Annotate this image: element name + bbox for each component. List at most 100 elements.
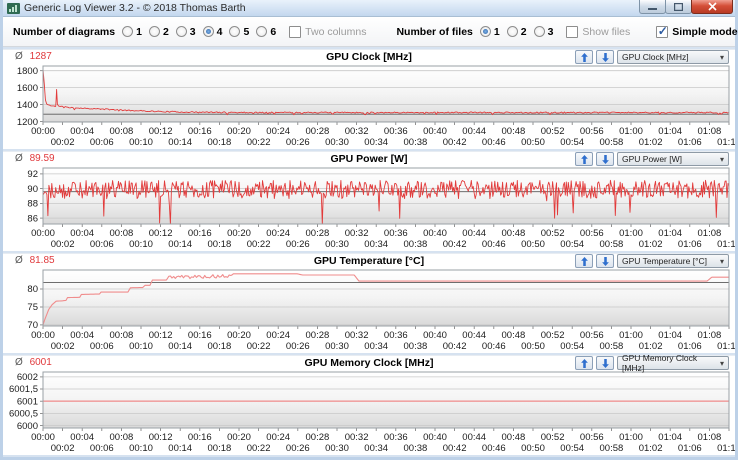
svg-text:00:24: 00:24 xyxy=(266,126,290,137)
minimize-button[interactable] xyxy=(639,0,666,14)
diagrams-radio-4[interactable]: 4 xyxy=(202,26,222,38)
svg-text:1600: 1600 xyxy=(17,83,38,94)
average-symbol: Ø xyxy=(15,255,23,266)
svg-text:00:00: 00:00 xyxy=(31,228,55,239)
move-down-button[interactable] xyxy=(596,356,614,370)
move-up-button[interactable] xyxy=(575,50,593,64)
average-value: 1287 xyxy=(29,51,52,62)
move-down-button[interactable] xyxy=(596,254,614,268)
arrow-down-icon xyxy=(601,154,609,164)
arrow-up-icon xyxy=(580,154,588,164)
files-radio-3[interactable]: 3 xyxy=(533,26,553,38)
diagrams-radio-3[interactable]: 3 xyxy=(175,26,196,38)
svg-text:00:54: 00:54 xyxy=(560,239,584,250)
svg-text:00:04: 00:04 xyxy=(70,228,94,239)
svg-text:00:16: 00:16 xyxy=(188,330,212,341)
svg-text:00:12: 00:12 xyxy=(149,228,173,239)
chart-header: Ø 1287 GPU Clock [MHz] GPU Clock [MHz] ▾ xyxy=(3,50,735,65)
svg-text:00:20: 00:20 xyxy=(227,228,251,239)
svg-text:00:48: 00:48 xyxy=(502,126,526,137)
diagrams-radio-2[interactable]: 2 xyxy=(148,26,169,38)
chart-panel-gpu-temperature: Ø 81.85 GPU Temperature [°C] GPU Tempera… xyxy=(3,253,735,353)
chart-plot-area[interactable]: 60006000,560016001,5600200:0000:0200:040… xyxy=(3,371,735,455)
chart-controls: GPU Clock [MHz] ▾ xyxy=(575,50,729,64)
maximize-button[interactable] xyxy=(665,0,692,14)
arrow-down-icon xyxy=(601,52,609,62)
svg-text:00:46: 00:46 xyxy=(482,341,506,352)
svg-text:00:56: 00:56 xyxy=(580,126,604,137)
chart-plot-area[interactable]: 1200 1400 1600 1800 00:0000:0200:0400:0600:0… xyxy=(3,65,735,149)
diagrams-label: Number of diagrams xyxy=(13,25,116,38)
svg-text:00:58: 00:58 xyxy=(600,341,624,352)
svg-text:00:38: 00:38 xyxy=(404,341,428,352)
radio-icon xyxy=(533,26,545,37)
svg-text:00:42: 00:42 xyxy=(443,341,467,352)
svg-text:00:04: 00:04 xyxy=(70,432,94,443)
svg-text:00:16: 00:16 xyxy=(188,126,212,137)
svg-text:01:04: 01:04 xyxy=(658,126,682,137)
metric-dropdown-value: GPU Clock [MHz] xyxy=(622,52,689,62)
svg-text:00:52: 00:52 xyxy=(541,228,565,239)
chart-panel-gpu-memory-clock: Ø 6001 GPU Memory Clock [MHz] GPU Memory… xyxy=(3,353,735,455)
svg-text:01:04: 01:04 xyxy=(658,228,682,239)
close-button[interactable] xyxy=(691,0,733,14)
metric-dropdown[interactable]: GPU Clock [MHz] ▾ xyxy=(617,50,729,64)
svg-text:01:10: 01:10 xyxy=(717,443,735,454)
svg-text:00:34: 00:34 xyxy=(364,443,388,454)
simple-mode-checkbox[interactable]: Simple mode xyxy=(656,24,738,38)
svg-text:00:58: 00:58 xyxy=(600,239,624,250)
move-up-button[interactable] xyxy=(575,152,593,166)
show-files-checkbox[interactable]: Show files xyxy=(566,25,630,38)
svg-text:00:06: 00:06 xyxy=(90,137,114,148)
svg-text:00:26: 00:26 xyxy=(286,239,310,250)
svg-text:00:12: 00:12 xyxy=(149,330,173,341)
radio-icon xyxy=(122,26,134,37)
svg-text:00:38: 00:38 xyxy=(404,443,428,454)
svg-text:00:28: 00:28 xyxy=(306,330,330,341)
average-readout: Ø 81.85 xyxy=(15,255,55,266)
svg-text:00:22: 00:22 xyxy=(247,341,271,352)
diagrams-radio-1[interactable]: 1 xyxy=(122,26,142,38)
svg-text:00:38: 00:38 xyxy=(404,137,428,148)
svg-text:00:56: 00:56 xyxy=(580,228,604,239)
svg-text:00:24: 00:24 xyxy=(266,228,290,239)
chart-controls: GPU Power [W] ▾ xyxy=(575,152,729,166)
diagrams-radio-5[interactable]: 5 xyxy=(229,26,249,38)
svg-text:00:16: 00:16 xyxy=(188,228,212,239)
files-radio-1[interactable]: 1 xyxy=(479,26,500,38)
svg-text:00:50: 00:50 xyxy=(521,137,545,148)
svg-text:01:00: 01:00 xyxy=(619,228,643,239)
move-down-button[interactable] xyxy=(596,50,614,64)
metric-dropdown[interactable]: GPU Memory Clock [MHz] ▾ xyxy=(617,353,729,373)
chart-panel-gpu-power: Ø 89.59 GPU Power [W] GPU Power [W] ▾ 86… xyxy=(3,151,735,251)
svg-text:6002: 6002 xyxy=(17,372,38,383)
svg-text:1400: 1400 xyxy=(17,100,38,111)
chart-plot-area[interactable]: 70758000:0000:0200:0400:0600:0800:1000:1… xyxy=(3,269,735,353)
move-down-button[interactable] xyxy=(596,152,614,166)
svg-text:00:32: 00:32 xyxy=(345,330,369,341)
arrow-down-icon xyxy=(601,358,609,368)
average-symbol: Ø xyxy=(15,153,23,164)
files-radio-2[interactable]: 2 xyxy=(506,26,527,38)
svg-text:00:54: 00:54 xyxy=(560,341,584,352)
svg-text:00:50: 00:50 xyxy=(521,239,545,250)
svg-text:00:36: 00:36 xyxy=(384,126,408,137)
metric-dropdown[interactable]: GPU Power [W] ▾ xyxy=(617,152,729,166)
svg-text:00:08: 00:08 xyxy=(110,330,134,341)
svg-text:00:08: 00:08 xyxy=(110,126,134,137)
metric-dropdown[interactable]: GPU Temperature [°C] ▾ xyxy=(617,254,729,268)
move-up-button[interactable] xyxy=(575,254,593,268)
svg-text:00:26: 00:26 xyxy=(286,341,310,352)
checkbox-icon xyxy=(656,24,669,38)
svg-text:00:46: 00:46 xyxy=(482,443,506,454)
diagrams-radio-6[interactable]: 6 xyxy=(256,26,276,38)
chart-plot-area[interactable]: 8688909200:0000:0200:0400:0600:0800:1000… xyxy=(3,167,735,251)
svg-text:01:02: 01:02 xyxy=(639,443,663,454)
chevron-down-icon: ▾ xyxy=(719,256,724,266)
svg-text:00:10: 00:10 xyxy=(129,239,153,250)
svg-text:70: 70 xyxy=(27,320,38,331)
move-up-button[interactable] xyxy=(575,356,593,370)
chevron-down-icon: ▾ xyxy=(719,154,724,164)
svg-text:00:00: 00:00 xyxy=(31,432,55,443)
two-columns-checkbox[interactable]: Two columns xyxy=(289,25,366,38)
